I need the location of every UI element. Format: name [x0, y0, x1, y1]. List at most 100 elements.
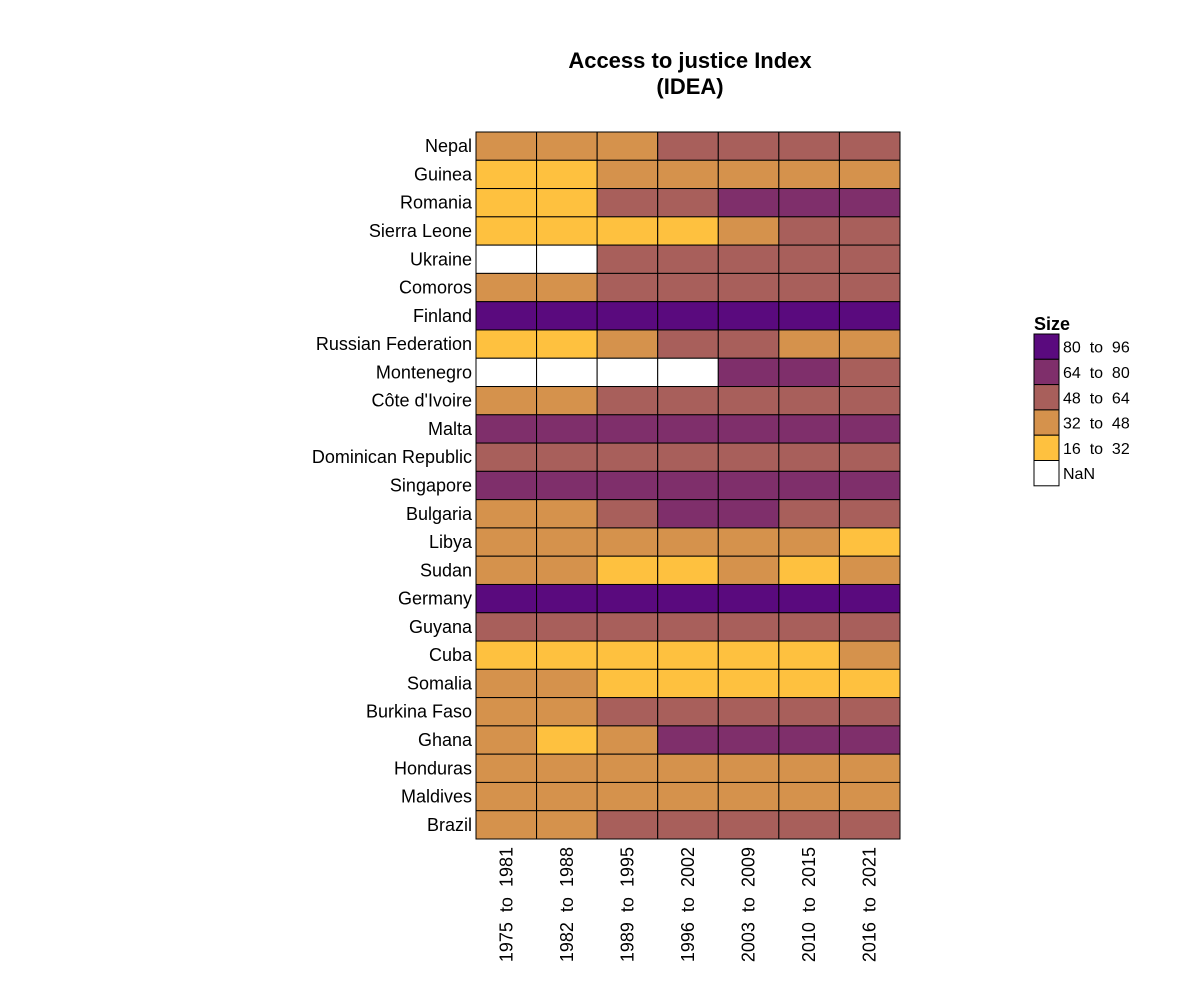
- heatmap-cells: [475, 131, 901, 840]
- row-label: Germany: [398, 589, 472, 609]
- column-label: 2003 to 2009: [739, 847, 759, 962]
- heatmap-cell: [717, 386, 780, 416]
- heatmap-cell: [596, 697, 659, 727]
- heatmap-cell: [838, 301, 901, 331]
- heatmap-cell: [536, 499, 598, 529]
- heatmap-cell: [838, 612, 901, 642]
- heatmap-cell: [717, 188, 780, 218]
- heatmap-cell: [717, 640, 780, 670]
- heatmap-cell: [475, 159, 538, 190]
- heatmap-cell: [778, 697, 840, 727]
- row-labels: Nepal Guinea Romania Sierra Leone Ukraine Com…: [312, 136, 473, 835]
- heatmap-cell: [596, 753, 659, 783]
- heatmap-cell: [838, 697, 901, 727]
- heatmap-cell: [596, 781, 659, 812]
- row-label: Montenegro: [376, 362, 472, 382]
- heatmap-cell: [657, 216, 719, 246]
- heatmap-cell: [838, 131, 901, 161]
- heatmap-cell: [717, 555, 780, 585]
- legend-label: 64 to 80: [1063, 365, 1130, 382]
- chart-title: Access to justice Index (IDEA): [490, 48, 890, 100]
- heatmap-cell: [657, 386, 719, 416]
- heatmap-cell: [475, 414, 538, 444]
- heatmap-cell: [475, 668, 538, 699]
- heatmap-cell: [778, 188, 840, 218]
- heatmap-cell: [838, 386, 901, 416]
- heatmap-cell: [596, 301, 659, 331]
- legend-swatch: [1033, 409, 1060, 436]
- row-label: Finland: [413, 306, 472, 326]
- heatmap-cell: [596, 527, 659, 557]
- row-label: Malta: [428, 419, 473, 439]
- heatmap-cell: [717, 159, 780, 190]
- heatmap-cell: [717, 753, 780, 783]
- heatmap-cell: [717, 583, 780, 614]
- heatmap-cell: [475, 527, 538, 557]
- heatmap-cell: [778, 357, 840, 388]
- legend-label: 80 to 96: [1063, 340, 1130, 357]
- heatmap-cell: [596, 386, 659, 416]
- heatmap-cell: [778, 414, 840, 444]
- row-label: Singapore: [390, 476, 472, 496]
- legend-swatch: [1033, 333, 1060, 360]
- heatmap-cell: [475, 781, 538, 812]
- heatmap-cell: [596, 725, 659, 755]
- heatmap-cell: [778, 499, 840, 529]
- row-label: Guinea: [414, 164, 473, 184]
- column-label: 1989 to 1995: [617, 847, 637, 962]
- heatmap-cell: [536, 301, 598, 331]
- heatmap-cell: [717, 357, 780, 388]
- chart-title-line-1: Access to justice Index: [568, 48, 812, 73]
- heatmap-cell: [778, 527, 840, 557]
- heatmap-cell: [838, 272, 901, 303]
- heatmap-cell: [475, 188, 538, 218]
- heatmap-cell: [657, 612, 719, 642]
- heatmap-cell: [657, 499, 719, 529]
- row-label: Brazil: [427, 815, 472, 835]
- heatmap-cell: [596, 244, 659, 274]
- heatmap-cell: [657, 810, 719, 840]
- heatmap-cell: [778, 159, 840, 190]
- row-label: Sudan: [420, 560, 472, 580]
- heatmap-cell: [475, 612, 538, 642]
- column-label: 1982 to 1988: [557, 847, 577, 962]
- heatmap-cell: [536, 442, 598, 472]
- row-label: Romania: [400, 193, 473, 213]
- heatmap-cell: [657, 272, 719, 303]
- heatmap-cell: [536, 357, 598, 388]
- row-label: Comoros: [399, 278, 472, 298]
- heatmap-cell: [778, 244, 840, 274]
- heatmap-cell: [838, 583, 901, 614]
- heatmap-cell: [778, 386, 840, 416]
- heatmap-cell: [838, 188, 901, 218]
- legend-label: 32 to 48: [1063, 416, 1130, 433]
- heatmap-cell: [536, 725, 598, 755]
- heatmap-cell: [657, 697, 719, 727]
- column-label: 1996 to 2002: [678, 847, 698, 962]
- heatmap-cell: [717, 697, 780, 727]
- heatmap-cell: [475, 555, 538, 585]
- heatmap-cell: [778, 781, 840, 812]
- heatmap-cell: [475, 442, 538, 472]
- heatmap-cell: [475, 272, 538, 303]
- heatmap-cell: [475, 244, 538, 274]
- heatmap-cell: [596, 810, 659, 840]
- heatmap-cell: [838, 555, 901, 585]
- heatmap-cell: [717, 131, 780, 161]
- heatmap-cell: [717, 470, 780, 501]
- heatmap-cell: [596, 668, 659, 699]
- heatmap-cell: [536, 781, 598, 812]
- heatmap-cell: [838, 640, 901, 670]
- heatmap-cell: [596, 414, 659, 444]
- heatmap-cell: [717, 329, 780, 359]
- row-label: Maldives: [401, 787, 472, 807]
- heatmap-cell: [475, 583, 538, 614]
- heatmap-cell: [596, 499, 659, 529]
- row-label: Somalia: [407, 673, 473, 693]
- column-label: 2016 to 2021: [860, 847, 880, 962]
- heatmap-cell: [778, 668, 840, 699]
- heatmap-cell: [596, 470, 659, 501]
- heatmap-cell: [536, 527, 598, 557]
- heatmap-cell: [838, 781, 901, 812]
- heatmap-cell: [536, 583, 598, 614]
